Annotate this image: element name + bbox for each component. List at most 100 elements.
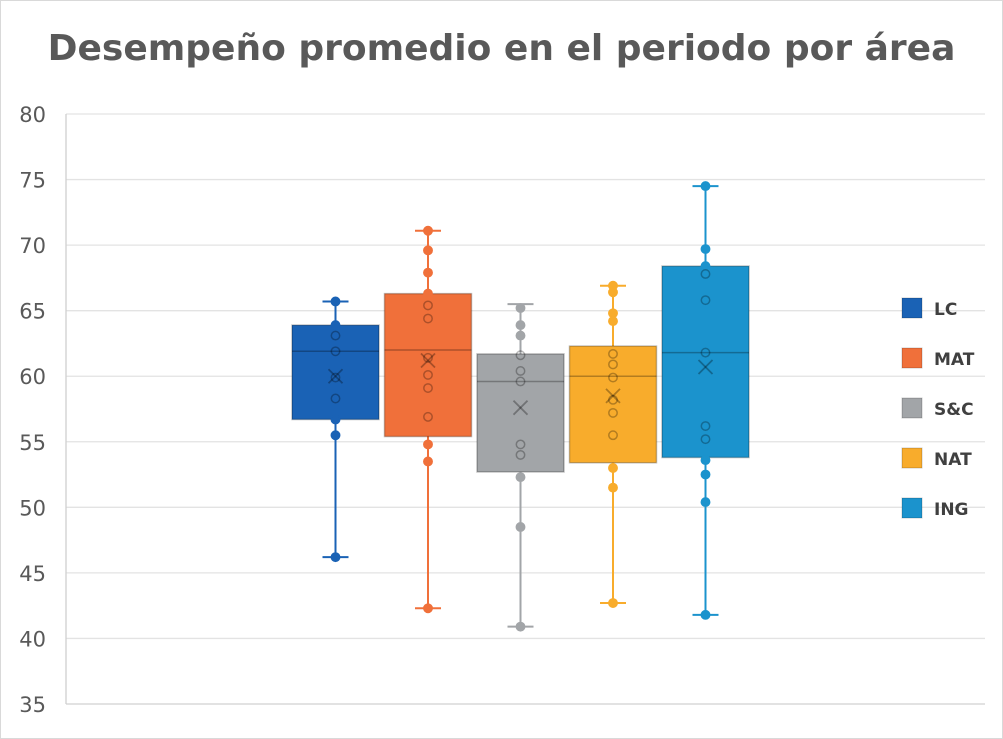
data-point bbox=[700, 497, 711, 508]
mean-marker bbox=[512, 400, 529, 416]
data-point bbox=[608, 598, 618, 608]
data-point bbox=[608, 482, 618, 493]
data-point bbox=[423, 411, 433, 422]
legend-label: LC bbox=[934, 300, 957, 320]
data-point bbox=[515, 449, 526, 460]
data-point bbox=[700, 295, 711, 306]
data-point bbox=[700, 181, 711, 192]
chart-title: Desempeño promedio en el periodo por áre… bbox=[47, 28, 956, 69]
data-point bbox=[330, 414, 341, 425]
data-point bbox=[515, 621, 526, 632]
data-point bbox=[423, 369, 433, 380]
mean-marker bbox=[697, 359, 714, 375]
box-group-s-c bbox=[476, 303, 565, 632]
data-point bbox=[515, 330, 526, 341]
y-tick-label: 70 bbox=[19, 234, 46, 258]
data-point bbox=[423, 267, 433, 278]
data-point bbox=[700, 469, 711, 480]
data-point bbox=[423, 439, 433, 450]
box-iqr bbox=[383, 292, 473, 438]
data-point bbox=[608, 372, 618, 383]
y-tick-label: 80 bbox=[19, 103, 46, 127]
data-point bbox=[515, 376, 526, 387]
data-point bbox=[608, 463, 618, 473]
data-point bbox=[700, 455, 711, 466]
data-point bbox=[608, 430, 618, 441]
box-iqr bbox=[661, 265, 750, 459]
data-point bbox=[700, 269, 711, 279]
data-point bbox=[515, 320, 526, 331]
data-point bbox=[423, 313, 433, 324]
y-tick-label: 35 bbox=[19, 693, 46, 717]
data-point bbox=[608, 359, 618, 370]
legend-label: ING bbox=[934, 500, 969, 520]
y-tick-label: 45 bbox=[19, 562, 46, 586]
data-point bbox=[330, 430, 341, 441]
box-iqr bbox=[568, 345, 658, 464]
y-axis: 35 40 45 50 55 60 65 70 75 80 bbox=[19, 103, 985, 717]
data-point bbox=[515, 350, 526, 361]
data-point bbox=[608, 316, 618, 327]
data-point bbox=[700, 434, 711, 445]
data-point bbox=[330, 296, 341, 307]
legend-label: MAT bbox=[934, 350, 975, 370]
data-point bbox=[423, 300, 433, 311]
data-point bbox=[423, 225, 433, 236]
data-point bbox=[515, 439, 526, 450]
legend-label: S&C bbox=[934, 400, 974, 420]
mean-marker bbox=[605, 388, 621, 404]
data-point bbox=[423, 288, 433, 299]
box-group-ing bbox=[661, 181, 750, 620]
data-point bbox=[515, 522, 526, 532]
y-tick-label: 55 bbox=[19, 431, 46, 455]
data-point bbox=[330, 346, 341, 357]
box-group-mat bbox=[383, 225, 473, 614]
data-point bbox=[330, 320, 341, 331]
data-point bbox=[608, 287, 618, 298]
data-point bbox=[423, 603, 433, 614]
legend-label: NAT bbox=[934, 450, 972, 470]
data-point bbox=[423, 352, 433, 363]
data-point bbox=[608, 407, 618, 418]
data-point bbox=[700, 244, 711, 254]
legend-swatch bbox=[901, 397, 923, 419]
data-point bbox=[330, 552, 341, 563]
data-point bbox=[700, 261, 711, 272]
box-iqr bbox=[476, 353, 565, 473]
legend-swatch bbox=[901, 347, 923, 369]
data-point bbox=[330, 372, 341, 383]
box-group-lc bbox=[291, 296, 380, 563]
data-point bbox=[515, 303, 526, 313]
legend-swatch bbox=[901, 447, 923, 469]
data-point bbox=[700, 609, 711, 620]
data-point bbox=[423, 383, 433, 393]
y-tick-label: 65 bbox=[19, 300, 46, 324]
legend: LC MAT S&C NAT ING bbox=[901, 297, 975, 520]
data-point bbox=[330, 393, 341, 404]
legend-swatch bbox=[901, 497, 923, 519]
data-point bbox=[515, 366, 526, 376]
y-tick-label: 75 bbox=[19, 169, 46, 193]
data-point bbox=[330, 330, 341, 341]
boxes bbox=[291, 181, 750, 632]
legend-swatch bbox=[901, 297, 923, 319]
box-group-nat bbox=[568, 280, 658, 608]
gridlines bbox=[66, 113, 985, 640]
data-point bbox=[423, 456, 433, 467]
mean-marker bbox=[420, 352, 436, 369]
data-point bbox=[700, 421, 711, 431]
data-point bbox=[608, 394, 618, 405]
data-point bbox=[608, 348, 618, 359]
y-tick-label: 60 bbox=[19, 365, 46, 389]
y-tick-label: 50 bbox=[19, 496, 46, 520]
mean-marker bbox=[697, 359, 714, 375]
mean-marker bbox=[327, 368, 344, 384]
y-tick-label: 40 bbox=[19, 627, 46, 651]
mean-marker bbox=[512, 400, 529, 416]
data-point bbox=[423, 245, 433, 256]
mean-marker bbox=[327, 368, 344, 384]
mean-marker bbox=[605, 388, 621, 404]
data-point bbox=[700, 347, 711, 358]
mean-marker bbox=[420, 352, 436, 369]
